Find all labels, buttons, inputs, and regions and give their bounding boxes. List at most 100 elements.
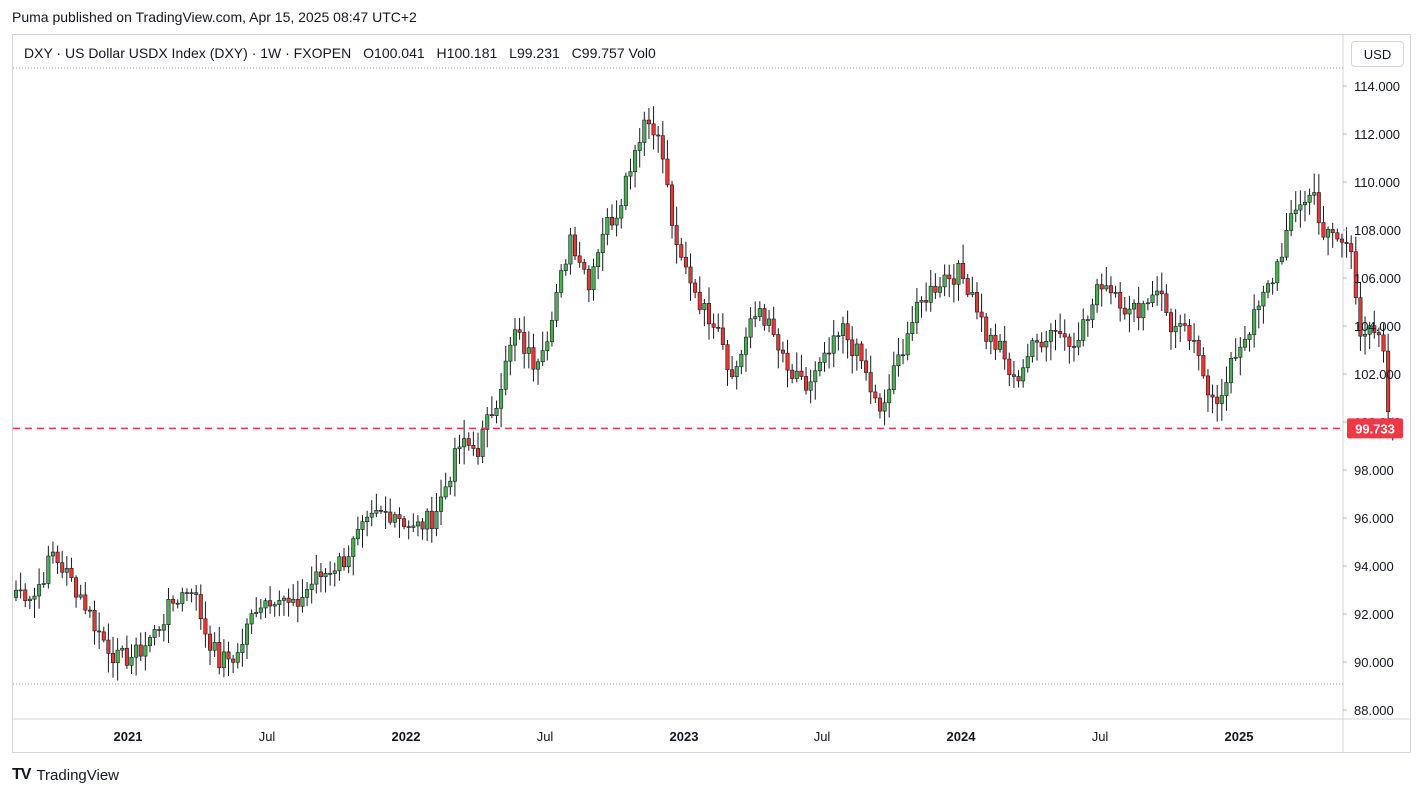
candle (1145, 298, 1150, 311)
candle (475, 432, 480, 465)
candle (1053, 319, 1058, 351)
candle-body-up (734, 366, 739, 377)
candle (1289, 200, 1294, 237)
candle-body-up (1238, 346, 1243, 358)
candle-body-down (429, 510, 434, 529)
candle (180, 587, 185, 612)
candle-body-up (628, 171, 633, 177)
candle (78, 584, 83, 600)
candle (854, 338, 859, 371)
symbol-legend: DXY · US Dollar USDX Index (DXY) · 1W · … (24, 45, 656, 61)
candle-body-up (115, 649, 120, 664)
candle (937, 277, 942, 298)
candle-body-up (767, 318, 772, 326)
symbol-title[interactable]: DXY · US Dollar USDX Index (DXY) · 1W · … (24, 45, 352, 61)
candle (332, 562, 337, 587)
candle-body-up (78, 594, 83, 598)
candle (1358, 281, 1363, 351)
candle-body-down (60, 562, 65, 573)
candle-body-down (1201, 355, 1206, 377)
candle-body-down (665, 158, 670, 186)
candle (961, 244, 966, 284)
currency-button[interactable]: USD (1351, 41, 1404, 67)
candle (688, 253, 693, 301)
candle (693, 278, 698, 299)
candle-body-down (286, 597, 291, 603)
candle (1104, 267, 1109, 292)
volume-value: Vol0 (628, 45, 656, 61)
candle-body-up (1293, 209, 1298, 214)
candle (318, 563, 323, 593)
chart-frame (12, 34, 1411, 753)
candle-body-down (1085, 319, 1090, 321)
candle-body-up (1044, 340, 1049, 348)
candle (508, 336, 513, 376)
candle (804, 367, 809, 395)
candle (730, 356, 735, 380)
candle (1210, 384, 1215, 414)
candle-body-down (711, 323, 716, 328)
candle-body-up (1192, 340, 1197, 342)
candle (600, 217, 605, 272)
candle (392, 511, 397, 528)
candle (716, 313, 721, 332)
candle (277, 590, 282, 617)
candle-body-down (1035, 340, 1040, 343)
candle (840, 316, 845, 354)
candle (41, 572, 46, 588)
candle (83, 582, 88, 615)
candle (134, 637, 139, 676)
candle-body-down (1067, 336, 1072, 347)
candle (494, 400, 499, 424)
candle (429, 496, 434, 543)
candle-body-up (1025, 356, 1030, 369)
y-tick-label: 106.000 (1354, 271, 1401, 286)
candle (161, 613, 166, 642)
candle-body-up (1312, 192, 1317, 196)
candle (309, 566, 314, 604)
candle (577, 241, 582, 268)
x-tick-label: 2025 (1225, 729, 1254, 744)
candle (175, 599, 180, 609)
candle-body-up (937, 286, 942, 293)
candle-body-down (138, 644, 143, 657)
candle (1335, 228, 1340, 242)
candle-body-up (942, 274, 947, 288)
candle-body-down (203, 618, 208, 635)
candle-body-down (23, 589, 28, 602)
candle-body-down (868, 372, 873, 393)
candle-body-up (633, 150, 638, 173)
candle-body-down (670, 184, 675, 226)
candle (877, 393, 882, 419)
candle-body-up (545, 341, 550, 351)
candle-body-up (743, 336, 748, 355)
candle (762, 304, 767, 331)
candle (1164, 284, 1169, 317)
candle-body-up (998, 340, 1003, 350)
candle (286, 588, 291, 617)
candle-body-down (1122, 307, 1127, 315)
candle-body-down (101, 631, 106, 641)
candle (864, 348, 869, 381)
candle-body-up (499, 388, 504, 409)
candle-body-down (1169, 312, 1174, 333)
candle-body-up (1076, 339, 1081, 348)
tradingview-footer[interactable]: TV TradingView (12, 766, 119, 784)
candle-body-down (859, 343, 864, 362)
candle (656, 125, 661, 153)
candle-body-down (951, 278, 956, 285)
candle-body-down (268, 600, 273, 607)
candle-body-down (124, 647, 129, 666)
candle (947, 264, 952, 298)
candle-body-up (337, 556, 342, 572)
high-value: 100.181 (446, 45, 498, 61)
candle (951, 264, 956, 303)
close-value: 99.757 (581, 45, 625, 61)
close-label: C (571, 45, 582, 61)
candle (1044, 330, 1049, 362)
candle-body-up (1233, 356, 1238, 359)
candle-body-down (1002, 340, 1007, 360)
y-tick-label: 104.000 (1354, 319, 1401, 334)
candle-body-up (64, 568, 69, 573)
